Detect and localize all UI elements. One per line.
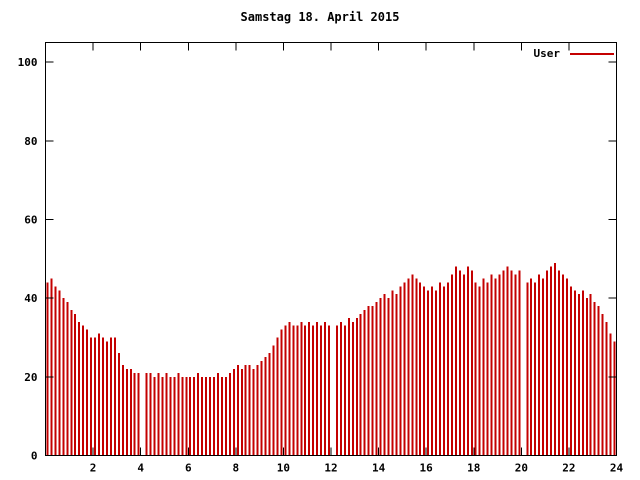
legend: User (533, 47, 614, 60)
svg-text:60: 60 (24, 214, 37, 227)
svg-text:10: 10 (277, 462, 290, 475)
legend-series-line-sample (570, 52, 614, 55)
svg-text:16: 16 (420, 462, 434, 475)
svg-text:20: 20 (515, 462, 528, 475)
svg-text:14: 14 (372, 462, 386, 475)
svg-text:12: 12 (324, 462, 337, 475)
svg-text:18: 18 (467, 462, 480, 475)
svg-text:6: 6 (185, 462, 192, 475)
svg-text:4: 4 (137, 462, 144, 475)
svg-text:0: 0 (31, 450, 38, 463)
svg-text:40: 40 (24, 292, 37, 305)
svg-text:2: 2 (90, 462, 97, 475)
svg-text:100: 100 (18, 56, 38, 69)
svg-text:24: 24 (610, 462, 624, 475)
chart-title: Samstag 18. April 2015 (240, 10, 400, 24)
svg-text:22: 22 (562, 462, 575, 475)
svg-text:8: 8 (233, 462, 240, 475)
legend-label: User (533, 47, 561, 60)
svg-text:20: 20 (24, 371, 37, 384)
svg-text:80: 80 (24, 135, 37, 148)
